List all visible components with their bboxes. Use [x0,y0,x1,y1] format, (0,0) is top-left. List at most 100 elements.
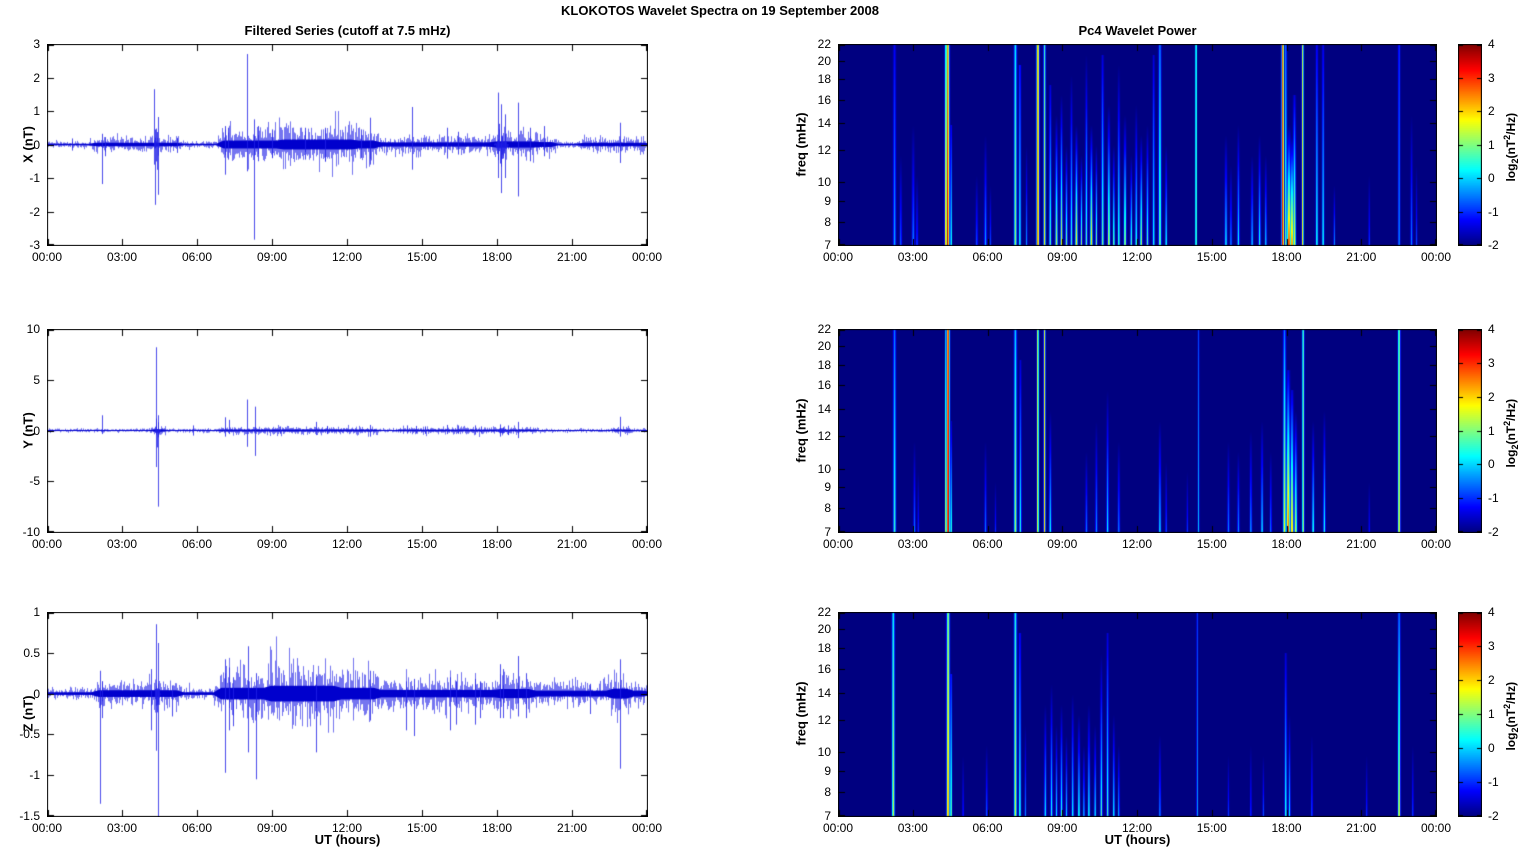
tick-label: 8 [824,214,831,229]
tick-label: 09:00 [1047,537,1078,551]
freq-ylabel-middle: freq (mHz) [793,398,809,463]
tick-label: 22 [817,322,831,336]
tick-label: 1 [33,605,40,619]
colorbar-bottom [1458,612,1482,817]
tick-label: 1 [33,104,40,118]
tick-label: 9 [824,764,831,779]
tick-label: 12:00 [331,250,363,264]
colorbar-label-middle: log2(nT2/Hz) [1501,398,1521,468]
tick-label: -5 [29,474,40,489]
tick-label: -2 [29,204,40,219]
tick-label: 5 [33,372,40,387]
tick-label: -3 [29,238,40,252]
tick-label: 2 [1488,104,1495,118]
tick-label: 10 [817,461,831,476]
tick-label: 21:00 [556,821,588,835]
tick-label: 18:00 [1271,250,1302,264]
tick-label: 8 [824,501,831,516]
tick-label: 0 [33,423,40,438]
tick-label: 21:00 [1346,821,1377,835]
tick-label: 4 [1488,322,1495,336]
tick-label: -1 [1488,775,1499,789]
tick-label: 00:00 [1420,821,1452,835]
tick-label: 4 [1488,37,1495,51]
z-filtered-series-plot [47,612,648,817]
tick-label: 3 [33,37,40,51]
tick-label: 06:00 [972,821,1003,835]
ut-hours-xlabel-right: UT (hours) [1104,832,1171,847]
wavelet-power-title: Pc4 Wavelet Power [1078,23,1197,38]
tick-label: 06:00 [181,537,213,551]
tick-label: 2 [1488,673,1495,687]
z-axis-ylabel: Z (nT) [20,695,36,732]
tick-label: 09:00 [1047,821,1078,835]
colorbar-top [1458,44,1482,246]
tick-label: 15:00 [1196,537,1227,551]
tick-label: 3 [1488,639,1495,653]
tick-label: -2 [1488,809,1499,823]
tick-label: 03:00 [106,821,138,835]
tick-label: 20 [817,621,831,636]
tick-label: 18 [817,357,831,372]
tick-label: -0.5 [19,727,40,742]
x-filtered-series-plot [47,44,648,246]
tick-label: 00:00 [822,537,854,551]
tick-label: 21:00 [556,250,588,264]
tick-label: 20 [817,53,831,68]
tick-label: 2 [33,70,40,85]
tick-label: 16 [817,661,831,676]
tick-label: 18 [817,72,831,87]
tick-label: 0 [33,686,40,701]
tick-label: 1 [1488,423,1495,438]
tick-label: 21:00 [556,537,588,551]
tick-label: 4 [1488,605,1495,619]
tick-label: 12:00 [331,821,363,835]
tick-label: 10 [26,322,40,336]
tick-label: 10 [817,175,831,190]
tick-label: 06:00 [181,821,213,835]
tick-label: 12 [817,143,831,158]
tick-label: 09:00 [1047,250,1078,264]
tick-label: 18:00 [481,537,513,551]
tick-label: 3 [1488,355,1495,370]
tick-label: 14 [817,116,831,131]
tick-label: 9 [824,480,831,495]
tick-label: 22 [817,37,831,51]
ut-hours-xlabel-left: UT (hours) [314,832,381,847]
tick-label: 03:00 [897,821,928,835]
tick-label: 09:00 [256,537,288,551]
tick-label: 16 [817,378,831,393]
tick-label: 3 [1488,70,1495,85]
tick-label: 03:00 [897,250,928,264]
tick-label: 18:00 [481,821,513,835]
tick-label: 00:00 [1420,250,1452,264]
tick-label: 15:00 [406,537,438,551]
colorbar-label-top: log2(nT2/Hz) [1501,112,1521,182]
tick-label: 00:00 [822,250,854,264]
tick-label: 06:00 [972,250,1003,264]
tick-label: 00:00 [631,250,663,264]
tick-label: 06:00 [972,537,1003,551]
tick-label: 12 [817,429,831,444]
tick-label: 18:00 [1271,821,1302,835]
tick-label: 0 [33,137,40,152]
tick-label: 7 [824,809,831,823]
tick-label: -2 [1488,525,1499,539]
tick-label: 12:00 [331,537,363,551]
tick-label: 7 [824,525,831,539]
tick-label: 0 [1488,457,1495,472]
tick-label: 12 [817,712,831,727]
tick-label: -1 [29,768,40,783]
tick-label: -1 [1488,491,1499,506]
tick-label: 2 [1488,389,1495,404]
tick-label: 18 [817,640,831,655]
tick-label: 10 [817,745,831,760]
tick-label: 06:00 [181,250,213,264]
tick-label: 00:00 [31,250,63,264]
tick-label: 00:00 [822,821,854,835]
tick-label: 0.5 [23,645,40,660]
z-wavelet-power-spectrogram [838,612,1437,817]
tick-label: 18:00 [481,250,513,264]
tick-label: -2 [1488,238,1499,252]
